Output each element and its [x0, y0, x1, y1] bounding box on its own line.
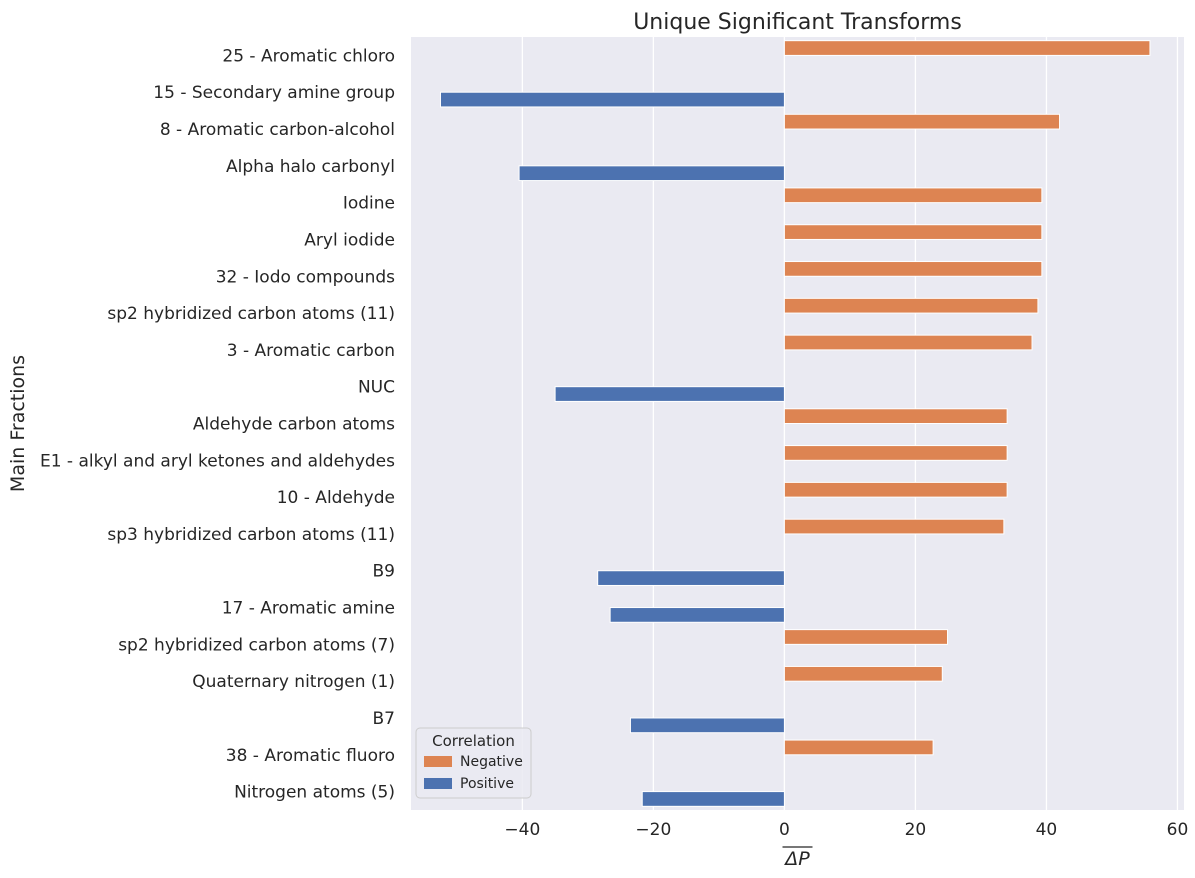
y-tick-label: NUC — [358, 378, 395, 398]
legend-title: Correlation — [432, 732, 515, 750]
y-axis-label: Main Fractions — [7, 355, 29, 492]
x-tick-labels: −40 −20 0 20 40 60 — [504, 820, 1188, 840]
y-tick-label: Aryl iodide — [304, 230, 395, 250]
y-tick-label: 10 - Aldehyde — [277, 488, 395, 508]
bar-negative — [783, 40, 1151, 56]
bar-negative — [783, 481, 1008, 498]
y-tick-label: B7 — [373, 709, 395, 729]
bar-negative — [783, 187, 1043, 204]
y-tick-label: 32 - Iodo compounds — [216, 267, 395, 287]
bar-negative — [783, 224, 1043, 240]
y-tick-label: Aldehyde carbon atoms — [193, 415, 395, 435]
bars — [439, 40, 1151, 807]
y-tick-label: sp2 hybridized carbon atoms (7) — [118, 635, 395, 655]
bar-negative — [783, 297, 1039, 314]
bar-negative — [783, 739, 934, 756]
bar-positive — [609, 607, 785, 623]
chart-title: Unique Significant Transforms — [633, 10, 962, 35]
y-tick-label: Alpha halo carbonyl — [226, 157, 395, 177]
bar-positive — [439, 91, 785, 108]
x-tick-label: −20 — [635, 820, 671, 840]
x-axis-label: ΔP — [783, 848, 810, 870]
y-tick-label: 15 - Secondary amine group — [153, 83, 395, 103]
x-tick-label: −40 — [504, 820, 540, 840]
y-tick-label: B9 — [373, 562, 395, 582]
bar-positive — [629, 717, 785, 734]
bar-positive — [554, 386, 785, 402]
y-tick-labels: 25 - Aromatic chloro 15 - Secondary amine… — [40, 46, 395, 802]
y-tick-label: 38 - Aromatic fluoro — [226, 746, 395, 766]
y-tick-label: Quaternary nitrogen (1) — [192, 672, 395, 692]
legend-label-negative: Negative — [460, 754, 523, 770]
x-tick-label: 60 — [1167, 820, 1189, 840]
bar-positive — [641, 791, 785, 807]
legend-label-positive: Positive — [460, 776, 514, 792]
legend: Correlation Negative Positive — [415, 727, 532, 799]
bar-negative — [783, 665, 943, 682]
legend-items: Negative Positive — [424, 754, 523, 792]
y-tick-label: sp3 hybridized carbon atoms (11) — [107, 525, 395, 545]
bar-negative — [783, 113, 1061, 130]
y-tick-label: Iodine — [343, 194, 395, 214]
bar-negative — [783, 334, 1033, 351]
y-tick-label: Nitrogen atoms (5) — [234, 783, 395, 803]
x-axis-label-text: ΔP — [783, 848, 810, 870]
y-tick-label: sp2 hybridized carbon atoms (11) — [107, 304, 395, 324]
bar-negative — [783, 629, 949, 645]
x-tick-label: 20 — [905, 820, 927, 840]
y-tick-label: 3 - Aromatic carbon — [227, 341, 395, 361]
bar-negative — [783, 261, 1043, 277]
bar-positive — [518, 165, 785, 182]
bar-negative — [783, 445, 1008, 461]
x-tick-label: 0 — [779, 820, 790, 840]
y-tick-label: 8 - Aromatic carbon-alcohol — [160, 120, 395, 140]
bar-negative — [783, 408, 1008, 424]
legend-swatch-positive — [424, 778, 452, 789]
y-tick-label: 17 - Aromatic amine — [222, 599, 395, 619]
x-tick-label: 40 — [1036, 820, 1058, 840]
bar-negative — [783, 518, 1005, 535]
legend-swatch-negative — [424, 756, 452, 767]
y-tick-label: 25 - Aromatic chloro — [222, 46, 395, 66]
y-tick-label: E1 - alkyl and aryl ketones and aldehyde… — [40, 451, 395, 471]
bar-positive — [597, 570, 785, 586]
